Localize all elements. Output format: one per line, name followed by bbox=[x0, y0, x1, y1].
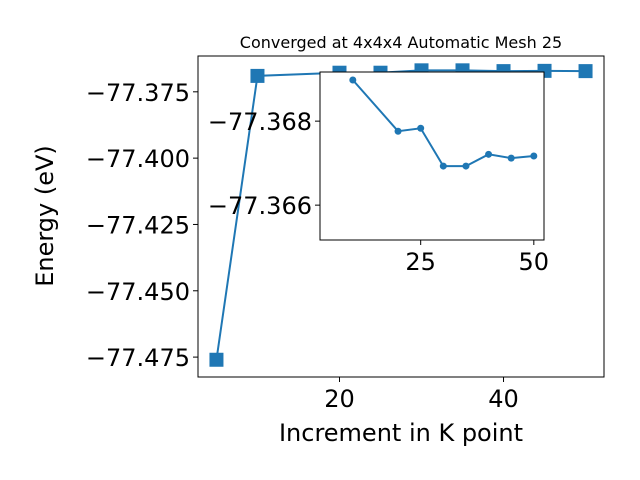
plot-frame bbox=[197, 55, 605, 378]
plot-area bbox=[320, 72, 544, 240]
y-axis-label: Energy (eV) bbox=[31, 145, 59, 287]
x-tick-label: 40 bbox=[488, 385, 519, 413]
data-line bbox=[352, 79, 534, 168]
y-tick-label: −77.425 bbox=[86, 211, 190, 239]
x-tick-label: 50 bbox=[519, 248, 550, 276]
marker bbox=[439, 162, 447, 170]
y-tick-label: −77.368 bbox=[208, 108, 312, 136]
marker bbox=[530, 152, 538, 160]
x-tick-label: 25 bbox=[405, 248, 436, 276]
x-tick-label: 20 bbox=[324, 385, 355, 413]
marker bbox=[578, 64, 593, 79]
marker bbox=[394, 127, 402, 135]
chart-title: Converged at 4x4x4 Automatic Mesh 25 bbox=[240, 33, 562, 52]
y-tick-label: −77.366 bbox=[208, 192, 312, 220]
marker bbox=[485, 150, 493, 158]
marker bbox=[209, 352, 224, 367]
marker bbox=[417, 124, 425, 132]
y-tick-label: −77.450 bbox=[86, 278, 190, 306]
y-tick-label: −77.375 bbox=[86, 79, 190, 107]
marker bbox=[250, 68, 265, 83]
y-tick-label: −77.475 bbox=[86, 344, 190, 372]
y-tick-label: −77.400 bbox=[86, 145, 190, 173]
x-axis-label: Increment in K point bbox=[279, 419, 523, 447]
marker bbox=[462, 162, 470, 170]
plot-frame bbox=[319, 71, 545, 241]
marker bbox=[507, 154, 515, 162]
marker bbox=[349, 76, 357, 84]
